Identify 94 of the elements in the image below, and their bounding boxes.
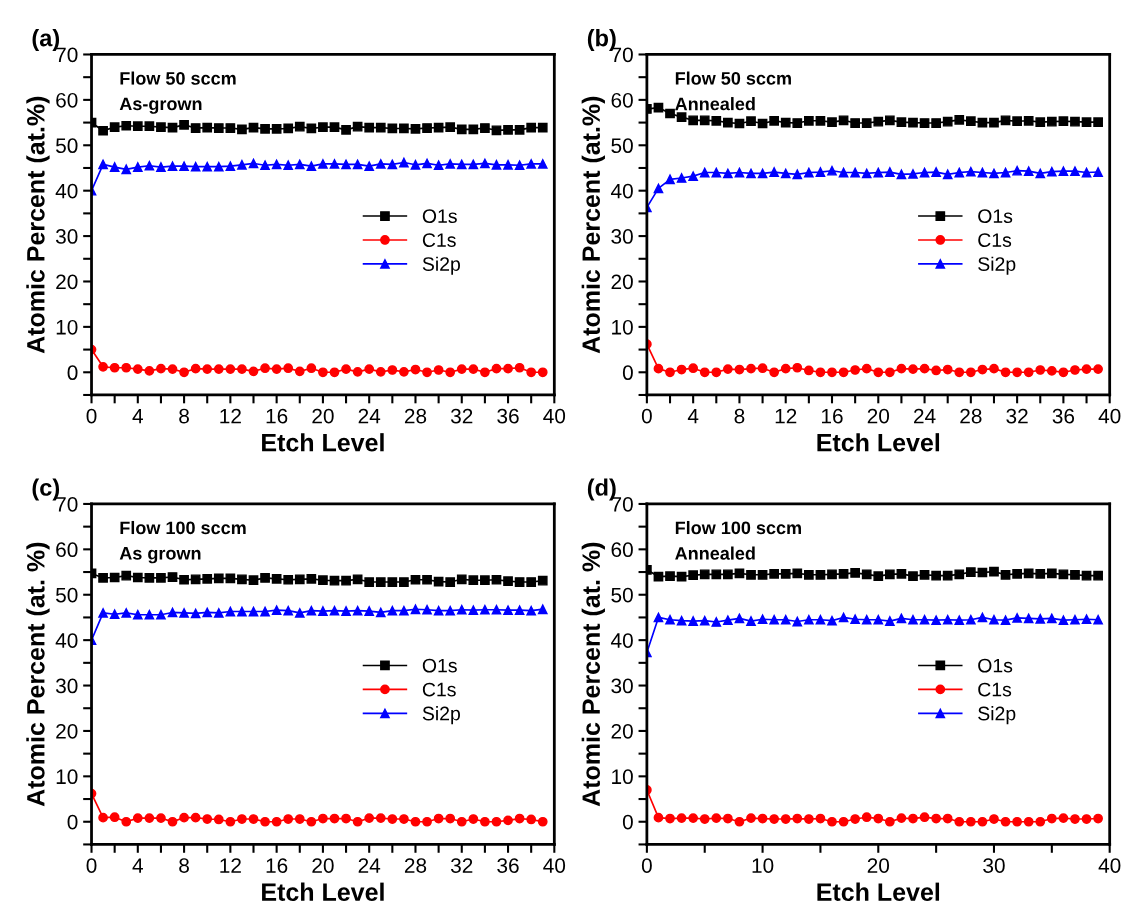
x-tick-label: 12 bbox=[220, 858, 241, 873]
annotation: Annealed bbox=[675, 97, 755, 111]
x-tick-label: 4 bbox=[132, 408, 143, 424]
annotation: As grown bbox=[119, 547, 201, 564]
x-tick-label: 0 bbox=[641, 408, 652, 424]
legend-label: O1s bbox=[422, 658, 457, 673]
y-tick-label: 50 bbox=[611, 587, 633, 603]
annotation: Flow 50 sccm bbox=[675, 71, 791, 85]
y-tick-label: 0 bbox=[622, 365, 633, 381]
x-tick-label: 20 bbox=[312, 408, 334, 424]
x-tick-label: 32 bbox=[1006, 408, 1028, 424]
x-tick-label: 20 bbox=[312, 858, 334, 873]
x-tick-label: 40 bbox=[1098, 408, 1121, 424]
x-axis-title: Etch Level bbox=[817, 433, 940, 452]
y-tick-label: 0 bbox=[67, 814, 78, 830]
y-tick-label: 0 bbox=[67, 365, 78, 381]
legend-label: C1s bbox=[422, 682, 456, 697]
annotation: As-grown bbox=[119, 97, 202, 114]
y-tick-label: 50 bbox=[55, 587, 78, 603]
legend-label: O1s bbox=[978, 209, 1013, 224]
x-axis-title: Etch Level bbox=[817, 882, 940, 901]
x-tick-label: 10 bbox=[752, 858, 774, 873]
legend-label: C1s bbox=[978, 233, 1012, 247]
x-tick-label: 4 bbox=[132, 858, 143, 873]
x-tick-label: 12 bbox=[220, 408, 241, 424]
legend-label: Si2p bbox=[422, 256, 460, 275]
y-tick-label: 60 bbox=[611, 542, 633, 558]
y-tick-label: 10 bbox=[612, 319, 633, 335]
legend-label: Si2p bbox=[978, 706, 1016, 725]
y-tick-label: 40 bbox=[55, 633, 78, 648]
legend-label: C1s bbox=[422, 233, 456, 247]
x-tick-label: 16 bbox=[822, 408, 843, 424]
x-tick-label: 40 bbox=[543, 858, 566, 873]
annotation: Flow 100 sccm bbox=[120, 520, 246, 535]
y-tick-label: 40 bbox=[55, 183, 78, 199]
x-tick-label: 8 bbox=[179, 408, 189, 424]
y-tick-label: 0 bbox=[622, 814, 633, 830]
legend-label: Si2p bbox=[422, 706, 460, 725]
y-tick-label: 50 bbox=[55, 138, 78, 154]
y-tick-label: 10 bbox=[56, 769, 78, 785]
y-tick-label: 50 bbox=[611, 138, 633, 154]
y-tick-label: 60 bbox=[611, 92, 633, 108]
y-tick-label: 30 bbox=[611, 678, 633, 694]
y-tick-label: 20 bbox=[611, 274, 633, 290]
y-tick-label: 40 bbox=[610, 183, 633, 199]
legend-label: C1s bbox=[978, 682, 1012, 697]
x-tick-label: 0 bbox=[86, 408, 97, 424]
x-tick-label: 8 bbox=[734, 408, 745, 424]
x-tick-label: 30 bbox=[983, 858, 1005, 873]
x-tick-label: 0 bbox=[86, 858, 97, 873]
x-tick-label: 36 bbox=[497, 858, 519, 873]
x-tick-label: 12 bbox=[775, 408, 797, 424]
x-tick-label: 8 bbox=[179, 858, 189, 873]
x-tick-label: 20 bbox=[867, 858, 890, 873]
x-tick-label: 24 bbox=[358, 858, 381, 873]
x-tick-label: 28 bbox=[960, 408, 982, 424]
x-axis-title: Etch Level bbox=[262, 433, 384, 452]
y-tick-label: 20 bbox=[611, 723, 633, 739]
y-axis-title: Atomic Percent (at.%) bbox=[26, 96, 50, 354]
legend-label: O1s bbox=[422, 209, 457, 224]
y-axis-title: Atomic Percent (at.%) bbox=[581, 96, 605, 354]
x-tick-label: 28 bbox=[404, 408, 427, 424]
y-tick-label: 20 bbox=[56, 274, 78, 290]
y-tick-label: 60 bbox=[56, 92, 78, 108]
legend-label: Si2p bbox=[978, 256, 1016, 275]
x-tick-label: 20 bbox=[867, 408, 890, 424]
x-tick-label: 0 bbox=[641, 858, 652, 873]
y-axis-title: Atomic Percent (at. %) bbox=[581, 542, 605, 807]
x-tick-label: 4 bbox=[687, 408, 699, 424]
annotation: Annealed bbox=[675, 546, 755, 560]
y-tick-label: 10 bbox=[612, 769, 633, 785]
x-tick-label: 32 bbox=[450, 408, 473, 424]
x-tick-label: 16 bbox=[266, 408, 288, 424]
x-axis-title: Etch Level bbox=[262, 882, 384, 901]
y-tick-label: 30 bbox=[55, 678, 78, 694]
y-tick-label: 60 bbox=[56, 542, 78, 558]
y-tick-label: 30 bbox=[55, 229, 78, 244]
x-tick-label: 36 bbox=[1052, 408, 1075, 424]
x-tick-label: 24 bbox=[914, 408, 936, 424]
x-tick-label: 40 bbox=[1098, 858, 1121, 873]
annotation: Flow 50 sccm bbox=[120, 71, 236, 85]
x-tick-label: 16 bbox=[266, 858, 288, 873]
x-tick-label: 36 bbox=[497, 408, 519, 424]
x-tick-label: 32 bbox=[450, 858, 473, 873]
annotation: Flow 100 sccm bbox=[675, 520, 801, 535]
x-tick-label: 24 bbox=[358, 408, 381, 424]
y-tick-label: 10 bbox=[56, 319, 78, 335]
y-tick-label: 40 bbox=[610, 633, 633, 648]
x-tick-label: 40 bbox=[543, 408, 566, 424]
legend-label: O1s bbox=[978, 658, 1013, 673]
y-axis-title: Atomic Percent (at. %) bbox=[26, 542, 50, 807]
y-tick-label: 30 bbox=[611, 229, 633, 244]
x-tick-label: 28 bbox=[404, 858, 427, 873]
y-tick-label: 20 bbox=[56, 723, 78, 739]
